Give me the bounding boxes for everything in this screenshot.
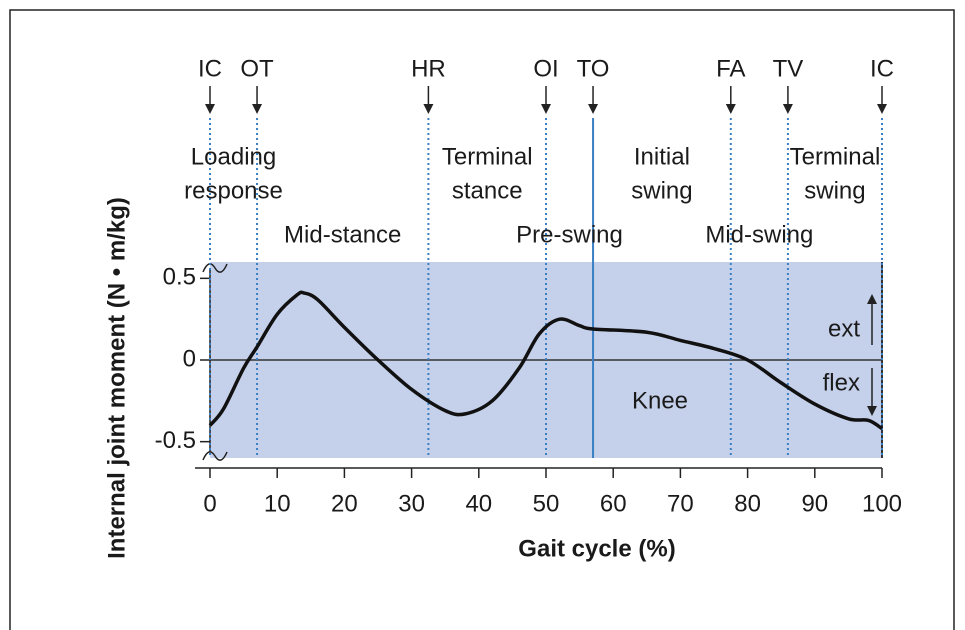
x-tick-label: 80 [734, 490, 761, 517]
annotation: Knee [632, 387, 688, 414]
knee-curve [208, 290, 883, 431]
phase-label: swing [804, 177, 865, 204]
frame [9, 9, 955, 630]
phase-label: Mid-swing [705, 221, 813, 248]
x-tick-label: 40 [465, 490, 492, 517]
phase-label: Pre-swing [516, 221, 623, 248]
event-label: TO [577, 55, 610, 82]
ext-arrowhead [867, 294, 877, 304]
phase-label: Mid-stance [284, 221, 401, 248]
event-label: HR [411, 55, 446, 82]
event-label: IC [870, 55, 894, 82]
phase-label: Loading [191, 143, 276, 170]
x-tick-label: 50 [533, 490, 560, 517]
phase-label: swing [631, 177, 692, 204]
phase-label: Terminal [790, 143, 881, 170]
axis-break [202, 263, 228, 273]
x-tick-label: 20 [331, 490, 358, 517]
event-arrowhead [252, 104, 263, 114]
x-tick-label: 100 [862, 490, 902, 517]
y-axis-label: Internal joint moment (N • m/kg) [103, 197, 130, 559]
event-arrowhead [423, 104, 434, 114]
phase-label: response [184, 177, 283, 204]
phase-label: Terminal [442, 143, 533, 170]
event-label: FA [716, 55, 745, 82]
event-label: IC [198, 55, 222, 82]
x-axis-label: Gait cycle (%) [518, 535, 675, 562]
y-tick-label: 0.5 [163, 264, 196, 291]
annotation: flex [823, 369, 860, 396]
y-tick-label: 0 [183, 345, 196, 372]
x-tick-label: 70 [667, 490, 694, 517]
x-tick-label: 60 [600, 490, 627, 517]
event-arrowhead [541, 104, 551, 114]
event-label: TV [773, 55, 804, 82]
event-arrowhead [588, 104, 599, 114]
event-label: OI [533, 55, 558, 82]
x-tick-label: 90 [801, 490, 828, 517]
event-label: OT [240, 55, 274, 82]
phase-label: Initial [634, 143, 690, 170]
flex-arrowhead [867, 406, 877, 416]
x-tick-label: 0 [203, 490, 216, 517]
annotation: ext [828, 315, 860, 342]
x-tick-label: 30 [398, 490, 425, 517]
x-tick-label: 10 [264, 490, 291, 517]
axis-break [202, 451, 228, 461]
phase-label: stance [452, 177, 523, 204]
event-arrowhead [782, 104, 793, 114]
event-arrowhead [205, 104, 215, 114]
event-arrowhead [877, 104, 887, 114]
event-arrowhead [725, 104, 736, 114]
y-tick-label: -0.5 [155, 427, 196, 454]
